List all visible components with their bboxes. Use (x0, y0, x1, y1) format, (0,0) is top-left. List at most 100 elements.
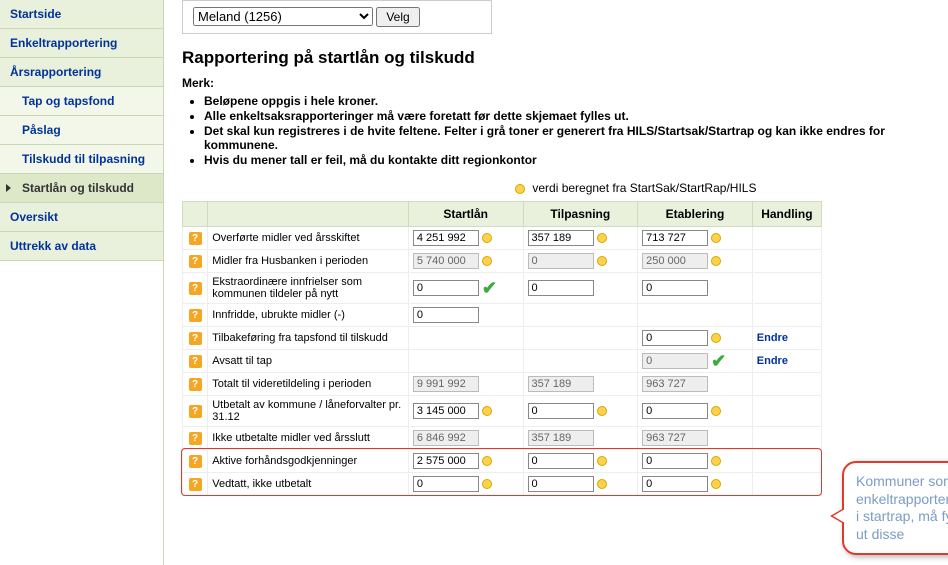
row-label: Midler fra Husbanken i perioden (208, 250, 409, 273)
value-input[interactable] (413, 280, 479, 296)
endre-link[interactable]: Endre (757, 332, 788, 344)
value-input (413, 253, 479, 269)
computed-indicator-icon (482, 479, 492, 489)
value-cell (638, 450, 753, 473)
help-cell: ? (183, 473, 208, 496)
value-cell (638, 473, 753, 496)
help-icon[interactable]: ? (189, 432, 202, 445)
value-cell (408, 396, 523, 427)
help-icon[interactable]: ? (189, 378, 202, 391)
help-cell: ? (183, 396, 208, 427)
sidebar-item-enkeltrapportering[interactable]: Enkeltrapportering (0, 29, 163, 58)
value-input[interactable] (413, 453, 479, 469)
value-input[interactable] (528, 403, 594, 419)
computed-indicator-icon (482, 256, 492, 266)
help-icon[interactable]: ? (189, 309, 202, 322)
value-input[interactable] (642, 403, 708, 419)
help-icon[interactable]: ? (189, 405, 202, 418)
merk-list: Beløpene oppgis i hele kroner. Alle enke… (204, 94, 936, 167)
value-cell (638, 250, 753, 273)
sidebar-item-startside[interactable]: Startside (0, 0, 163, 29)
col-header-help (183, 202, 208, 227)
action-cell (752, 250, 821, 273)
sidebar-item-startlan-og-tilskudd[interactable]: Startlån og tilskudd (0, 174, 163, 203)
value-cell (408, 450, 523, 473)
value-input[interactable] (528, 280, 594, 296)
value-input[interactable] (413, 230, 479, 246)
col-header-label (208, 202, 409, 227)
computed-indicator-icon (597, 479, 607, 489)
help-cell: ? (183, 227, 208, 250)
computed-indicator-icon (711, 406, 721, 416)
municipality-select[interactable]: Meland (1256) (193, 7, 373, 26)
value-input[interactable] (642, 230, 708, 246)
help-icon[interactable]: ? (189, 478, 202, 491)
value-cell (638, 427, 753, 450)
empty-cell (408, 350, 523, 373)
sidebar-item-tilskudd-til-tilpasning[interactable]: Tilskudd til tilpasning (0, 145, 163, 174)
help-cell: ? (183, 373, 208, 396)
value-input[interactable] (528, 476, 594, 492)
col-header-etablering: Etablering (638, 202, 753, 227)
row-label: Avsatt til tap (208, 350, 409, 373)
value-input (528, 430, 594, 446)
help-icon[interactable]: ? (189, 232, 202, 245)
value-input[interactable] (642, 476, 708, 492)
row-label: Innfridde, ubrukte midler (-) (208, 304, 409, 327)
table-row: ?Tilbakeføring fra tapsfond til tilskudd… (183, 327, 822, 350)
help-icon[interactable]: ? (189, 455, 202, 468)
empty-cell (523, 304, 638, 327)
action-cell (752, 273, 821, 304)
value-input[interactable] (642, 453, 708, 469)
value-cell (638, 227, 753, 250)
value-input[interactable] (413, 307, 479, 323)
help-cell: ? (183, 350, 208, 373)
computed-indicator-icon (711, 479, 721, 489)
table-row: ?Vedtatt, ikke utbetalt (183, 473, 822, 496)
merk-item: Alle enkeltsaksrapporteringer må være fo… (204, 109, 936, 123)
value-input[interactable] (642, 330, 708, 346)
action-cell: Endre (752, 327, 821, 350)
help-icon[interactable]: ? (189, 332, 202, 345)
computed-indicator-icon (597, 256, 607, 266)
endre-link[interactable]: Endre (757, 355, 788, 367)
computed-indicator-icon (597, 456, 607, 466)
value-cell (408, 373, 523, 396)
merk-item: Hvis du mener tall er feil, må du kontak… (204, 153, 936, 167)
table-row: ?Utbetalt av kommune / låneforvalter pr.… (183, 396, 822, 427)
sidebar-item-arsrapportering[interactable]: Årsrapportering (0, 58, 163, 87)
value-input (642, 430, 708, 446)
value-input[interactable] (642, 280, 708, 296)
value-cell (408, 250, 523, 273)
value-input[interactable] (413, 403, 479, 419)
table-row: ? Midler fra Husbanken i perioden (183, 250, 822, 273)
empty-cell (408, 327, 523, 350)
action-cell: Endre (752, 350, 821, 373)
table-row: ?Aktive forhåndsgodkjenninger (183, 450, 822, 473)
table-wrapper: Startlån Tilpasning Etablering Handling … (182, 201, 936, 496)
action-cell (752, 373, 821, 396)
help-cell: ? (183, 327, 208, 350)
municipality-selector-box: Meland (1256) Velg (182, 0, 492, 34)
action-cell (752, 227, 821, 250)
value-input[interactable] (528, 230, 594, 246)
value-cell (638, 327, 753, 350)
value-cell (523, 373, 638, 396)
value-cell (523, 473, 638, 496)
help-icon[interactable]: ? (189, 355, 202, 368)
value-cell: ✔ (408, 273, 523, 304)
value-input[interactable] (528, 453, 594, 469)
computed-indicator-icon (711, 456, 721, 466)
sidebar-item-uttrekk-av-data[interactable]: Uttrekk av data (0, 232, 163, 261)
help-icon[interactable]: ? (189, 282, 202, 295)
value-input[interactable] (413, 476, 479, 492)
sidebar-item-paslag[interactable]: Påslag (0, 116, 163, 145)
velg-button[interactable]: Velg (376, 7, 419, 27)
legend: verdi beregnet fra StartSak/StartRap/HIL… (182, 181, 936, 195)
value-input (642, 253, 708, 269)
sidebar-item-tap-og-tapsfond[interactable]: Tap og tapsfond (0, 87, 163, 116)
computed-indicator-icon (482, 233, 492, 243)
help-icon[interactable]: ? (189, 255, 202, 268)
computed-indicator-icon (711, 233, 721, 243)
sidebar-item-oversikt[interactable]: Oversikt (0, 203, 163, 232)
